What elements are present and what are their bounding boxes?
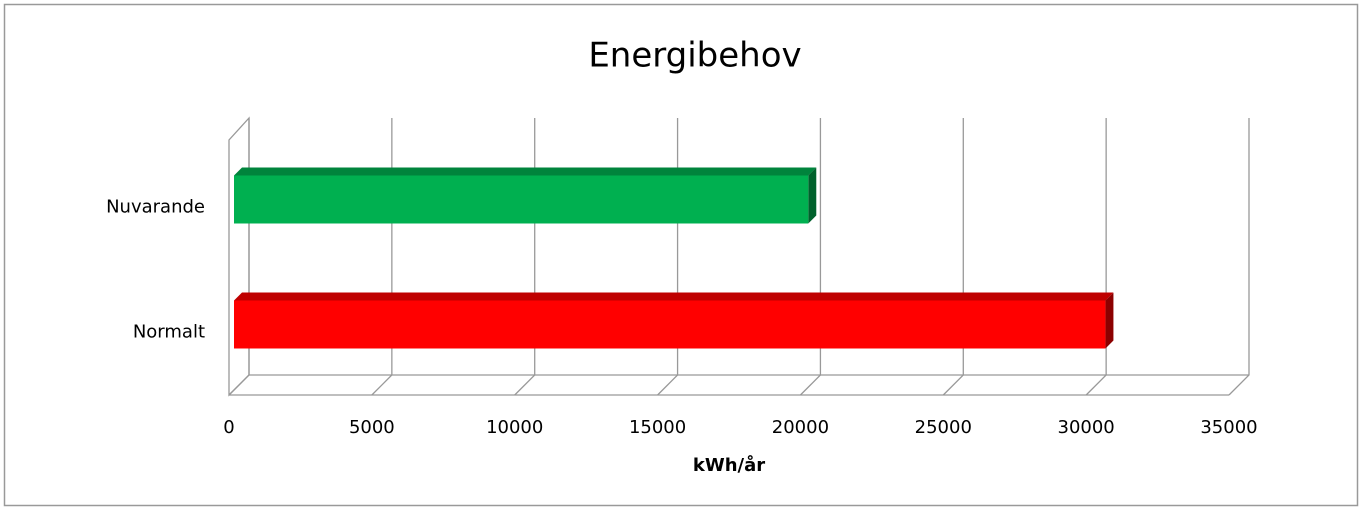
chart-border (3, 3, 1359, 507)
x-axis-title: kWh/år (693, 454, 765, 476)
x-tick-label: 20000 (772, 417, 829, 438)
bar-top (234, 167, 817, 176)
y-tick-label: Nuvarande (106, 197, 205, 218)
x-tick-label: 15000 (629, 417, 686, 438)
bar-face (234, 175, 809, 224)
x-tick-label: 10000 (486, 417, 543, 438)
bar-face (234, 300, 1106, 349)
bar-side (808, 167, 817, 224)
bar (234, 167, 817, 224)
chart-title: Energibehov (588, 36, 801, 76)
bar-side (1105, 292, 1114, 349)
x-tick-label: 5000 (349, 417, 395, 438)
x-tick-label: 25000 (915, 417, 972, 438)
y-tick-label: Normalt (133, 322, 205, 343)
bar (234, 292, 1114, 349)
bar-top (234, 292, 1114, 301)
x-tick-label: 35000 (1200, 417, 1257, 438)
x-tick-label: 30000 (1058, 417, 1115, 438)
x-tick-label: 0 (223, 417, 234, 438)
